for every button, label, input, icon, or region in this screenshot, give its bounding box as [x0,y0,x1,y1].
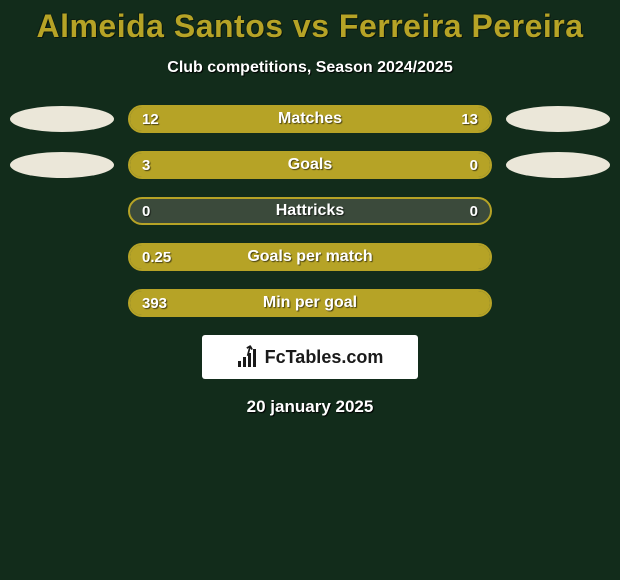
stat-bar: 00Hattricks [128,197,492,225]
stat-label: Matches [130,107,490,131]
spacer [506,198,610,224]
stat-row: 0.25Goals per match [10,243,610,271]
stat-label: Hattricks [130,199,490,223]
stat-bar: 1213Matches [128,105,492,133]
subtitle: Club competitions, Season 2024/2025 [0,59,620,77]
spacer [10,290,114,316]
stats-chart: 1213Matches 30Goals 00Hattricks 0.25Goals p… [10,105,610,317]
stat-label: Min per goal [130,291,490,315]
comparison-infographic: Almeida Santos vs Ferreira Pereira Club … [0,0,620,580]
player1-marker [10,152,114,178]
brand-chart-icon: ↗ [237,347,259,367]
player2-marker [506,152,610,178]
spacer [506,290,610,316]
spacer [10,198,114,224]
stat-row: 30Goals [10,151,610,179]
stat-row: 00Hattricks [10,197,610,225]
stat-bar: 30Goals [128,151,492,179]
snapshot-date: 20 january 2025 [0,397,620,417]
page-title: Almeida Santos vs Ferreira Pereira [0,0,620,45]
player2-marker [506,106,610,132]
stat-label: Goals per match [130,245,490,269]
spacer [506,244,610,270]
stat-row: 393Min per goal [10,289,610,317]
spacer [10,244,114,270]
stat-bar: 393Min per goal [128,289,492,317]
stat-row: 1213Matches [10,105,610,133]
player1-marker [10,106,114,132]
brand-text: FcTables.com [265,347,384,368]
brand-badge: ↗ FcTables.com [202,335,418,379]
stat-label: Goals [130,153,490,177]
stat-bar: 0.25Goals per match [128,243,492,271]
